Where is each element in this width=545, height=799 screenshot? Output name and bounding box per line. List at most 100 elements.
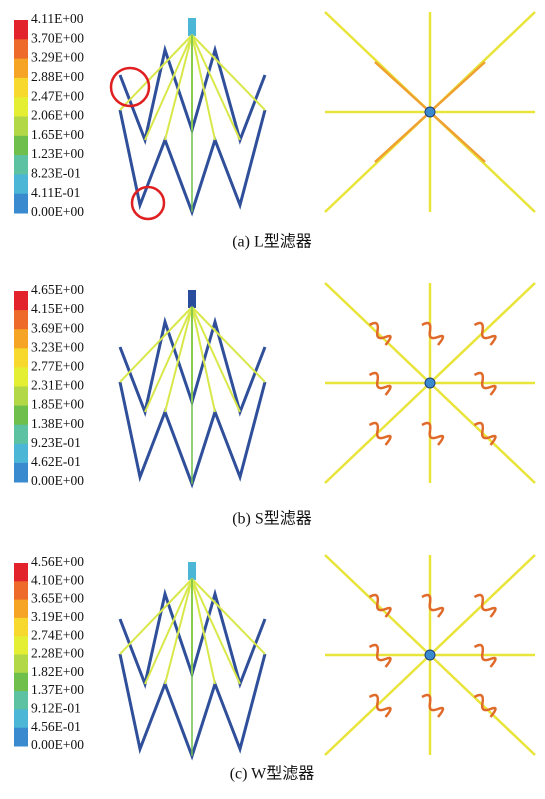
color-band xyxy=(14,709,28,729)
legend-label: 2.77E+00 xyxy=(31,358,84,373)
color-band xyxy=(14,581,28,601)
panel: 4.11E+00 3.70E+00 3.29E+00 2.88E+00 2.47E+00… xyxy=(14,11,536,251)
color-band xyxy=(14,462,28,483)
legend-label: 9.12E-01 xyxy=(31,700,81,715)
wave xyxy=(473,693,497,718)
center-hub xyxy=(424,377,436,389)
legend-label: 2.31E+00 xyxy=(31,378,84,393)
connector xyxy=(191,34,266,111)
caption: (b) S型滤器 xyxy=(232,510,312,528)
color-band xyxy=(14,424,28,445)
connector xyxy=(119,34,193,111)
color-band xyxy=(14,405,28,426)
color-band xyxy=(14,727,28,747)
color-band xyxy=(14,39,28,60)
wave xyxy=(421,421,445,446)
wave xyxy=(473,593,497,618)
connector xyxy=(191,306,216,413)
connector xyxy=(191,306,241,413)
legend-label: 2.47E+00 xyxy=(31,88,84,103)
color-band xyxy=(14,386,28,407)
legend-label: 8.23E-01 xyxy=(31,165,81,180)
hub xyxy=(188,290,196,308)
color-band xyxy=(14,193,28,214)
wave xyxy=(368,371,392,396)
legend-label: 0.00E+00 xyxy=(31,204,84,219)
connector xyxy=(191,34,216,141)
legend-label: 2.88E+00 xyxy=(31,69,84,84)
legend-label: 9.23E-01 xyxy=(31,435,81,450)
center-hub xyxy=(424,106,436,118)
color-band xyxy=(14,563,28,582)
wave xyxy=(368,421,392,446)
connector xyxy=(144,578,193,685)
legend-label: 4.15E+00 xyxy=(31,301,84,316)
panel: 4.56E+00 4.10E+00 3.65E+00 3.19E+00 2.74E+00… xyxy=(14,554,536,783)
legend-label: 4.11E-01 xyxy=(31,185,80,200)
connector xyxy=(191,578,216,685)
connector xyxy=(191,578,266,655)
legend-label: 2.28E+00 xyxy=(31,646,84,661)
legend-label: 4.11E+00 xyxy=(31,11,84,26)
highlight xyxy=(109,66,151,108)
connector xyxy=(164,34,193,141)
legend-label: 3.23E+00 xyxy=(31,339,84,354)
caption: (c) W型滤器 xyxy=(230,765,315,783)
wave xyxy=(473,643,497,668)
legend-label: 1.65E+00 xyxy=(31,127,84,142)
connector xyxy=(164,306,193,413)
connector xyxy=(191,578,241,685)
connector xyxy=(191,34,241,141)
color-band xyxy=(14,155,28,175)
legend-label: 2.06E+00 xyxy=(31,108,84,123)
legend-label: 3.70E+00 xyxy=(31,30,84,45)
color-band xyxy=(14,691,28,710)
color-band xyxy=(14,329,28,349)
wave xyxy=(473,371,497,396)
legend-label: 1.37E+00 xyxy=(31,682,84,697)
legend-label: 0.00E+00 xyxy=(31,473,84,488)
wave xyxy=(421,593,445,618)
highlight xyxy=(130,185,166,221)
color-band xyxy=(14,135,28,156)
color-band xyxy=(14,636,28,655)
color-band xyxy=(14,654,28,674)
legend-label: 4.62E-01 xyxy=(31,454,81,469)
wave xyxy=(368,693,392,718)
color-band xyxy=(14,599,28,619)
color-band xyxy=(14,348,28,368)
color-band xyxy=(14,77,28,98)
legend-label: 3.65E+00 xyxy=(31,591,84,606)
stress xyxy=(374,111,431,163)
color-band xyxy=(14,443,28,464)
wave xyxy=(473,421,497,446)
center-hub xyxy=(424,649,436,661)
caption: (a) L型滤器 xyxy=(232,233,312,251)
legend-label: 3.29E+00 xyxy=(31,50,84,65)
hub xyxy=(188,562,196,580)
connector xyxy=(119,578,193,655)
color-band xyxy=(14,116,28,137)
legend-label: 4.56E-01 xyxy=(31,719,81,734)
legend-label: 4.10E+00 xyxy=(31,572,84,587)
color-band xyxy=(14,58,28,79)
legend-label: 1.38E+00 xyxy=(31,416,84,431)
connector xyxy=(144,306,193,413)
legend-label: 4.65E+00 xyxy=(31,282,84,297)
color-band xyxy=(14,20,28,40)
wave xyxy=(368,321,392,346)
legend-label: 0.00E+00 xyxy=(31,737,84,752)
legend-label: 1.23E+00 xyxy=(31,146,84,161)
connector xyxy=(164,578,193,685)
legend-label: 3.19E+00 xyxy=(31,609,84,624)
legend-label: 4.56E+00 xyxy=(31,554,84,569)
connector xyxy=(191,306,266,383)
color-band xyxy=(14,367,28,387)
legend-label: 1.85E+00 xyxy=(31,397,84,412)
hub xyxy=(188,18,196,36)
connector xyxy=(119,306,193,383)
wave xyxy=(368,593,392,618)
wave xyxy=(421,693,445,718)
stress xyxy=(374,61,431,113)
